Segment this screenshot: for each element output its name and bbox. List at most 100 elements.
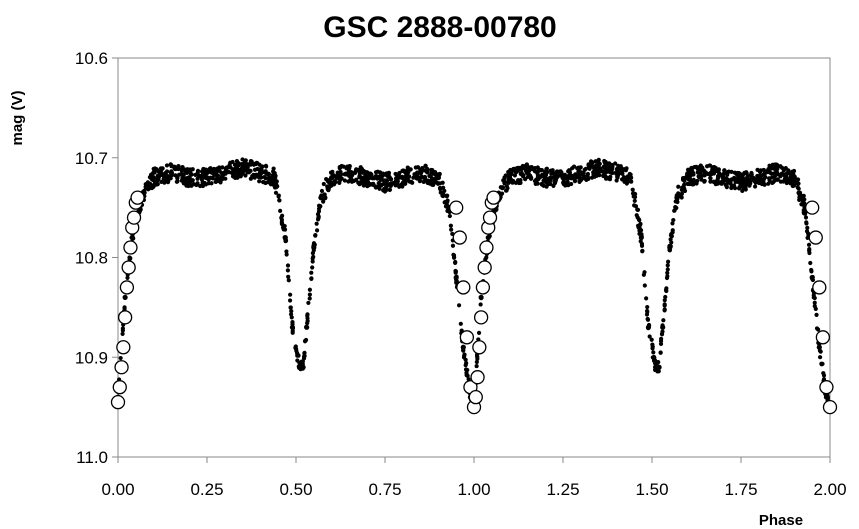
data-point: [547, 178, 552, 183]
data-point: [285, 268, 290, 273]
data-point: [805, 225, 810, 230]
data-point: [453, 260, 458, 265]
data-point: [762, 182, 767, 187]
data-point: [575, 174, 580, 179]
data-point-open: [116, 340, 131, 355]
data-point: [201, 166, 206, 172]
data-point: [569, 181, 574, 187]
data-point: [183, 177, 188, 182]
data-point: [311, 254, 316, 260]
data-point: [688, 179, 693, 184]
data-point: [447, 213, 452, 219]
data-point: [770, 180, 775, 185]
data-point: [437, 185, 443, 191]
data-point: [319, 194, 325, 199]
data-point: [708, 175, 713, 181]
data-point: [400, 184, 405, 189]
data-point: [656, 369, 661, 374]
data-point: [535, 172, 540, 177]
data-point: [387, 187, 392, 192]
data-point: [281, 227, 286, 232]
data-point: [616, 168, 621, 173]
data-point: [647, 334, 652, 339]
data-point: [812, 295, 817, 301]
data-point: [283, 239, 288, 244]
data-point: [315, 212, 321, 217]
data-point: [635, 215, 640, 220]
data-point: [430, 176, 435, 181]
data-point: [615, 173, 621, 178]
data-point: [474, 354, 480, 359]
data-point: [223, 176, 228, 181]
data-point: [337, 172, 342, 177]
data-point: [176, 164, 181, 169]
data-point: [649, 337, 654, 342]
data-point: [397, 170, 402, 176]
data-point: [365, 170, 370, 175]
data-point: [537, 167, 542, 172]
data-point-open: [121, 260, 136, 275]
data-point: [691, 177, 696, 182]
data-point: [206, 177, 211, 182]
data-point: [519, 167, 524, 172]
data-point-open: [126, 210, 142, 225]
y-tick-label: 10.8: [75, 249, 108, 268]
data-point: [429, 179, 434, 184]
data-point: [729, 177, 735, 182]
data-point: [437, 181, 443, 186]
data-point: [463, 367, 469, 372]
data-point: [286, 274, 291, 279]
data-point: [696, 174, 701, 179]
data-point: [670, 221, 675, 226]
data-point: [187, 181, 192, 186]
data-point: [309, 270, 314, 275]
data-point: [313, 232, 318, 238]
data-point: [384, 178, 389, 183]
data-point: [321, 181, 326, 187]
data-point: [669, 231, 674, 237]
data-point: [326, 188, 331, 193]
data-point: [812, 300, 817, 305]
data-point: [702, 179, 707, 184]
data-point: [752, 184, 758, 189]
data-point: [453, 269, 458, 274]
data-point: [271, 166, 276, 171]
data-point: [729, 169, 734, 174]
data-point: [311, 241, 317, 246]
data-point: [349, 179, 355, 184]
data-point: [437, 171, 442, 177]
data-point: [586, 163, 591, 168]
data-point: [504, 184, 509, 189]
data-point: [223, 171, 228, 176]
data-point: [680, 177, 686, 182]
data-point: [206, 181, 211, 186]
data-point: [416, 176, 421, 181]
data-point: [160, 173, 165, 178]
data-point-open: [486, 190, 501, 205]
data-point: [639, 234, 644, 239]
data-point: [430, 167, 435, 173]
data-point: [711, 179, 717, 184]
data-point: [786, 170, 791, 175]
data-point: [775, 177, 780, 182]
data-point: [120, 326, 125, 331]
data-point: [290, 326, 295, 331]
data-point: [413, 165, 418, 170]
data-point: [651, 350, 656, 355]
data-point: [598, 166, 603, 171]
y-axis-label: mag (V): [9, 90, 26, 145]
data-point: [454, 274, 459, 279]
x-tick-label: 1.00: [457, 480, 490, 499]
x-axis: 0.00 0.25 0.50 0.75 1.00 1.25 1.50 1.75 2.00: [101, 457, 847, 499]
x-tick-label: 0.50: [279, 480, 312, 499]
data-point: [243, 173, 248, 178]
data-point: [366, 183, 371, 188]
data-point: [243, 162, 248, 167]
data-point: [316, 203, 322, 208]
data-point: [476, 330, 482, 335]
data-point: [554, 169, 560, 174]
data-point: [324, 177, 329, 182]
data-point: [448, 223, 453, 228]
data-point: [131, 236, 136, 241]
data-point: [712, 165, 717, 170]
